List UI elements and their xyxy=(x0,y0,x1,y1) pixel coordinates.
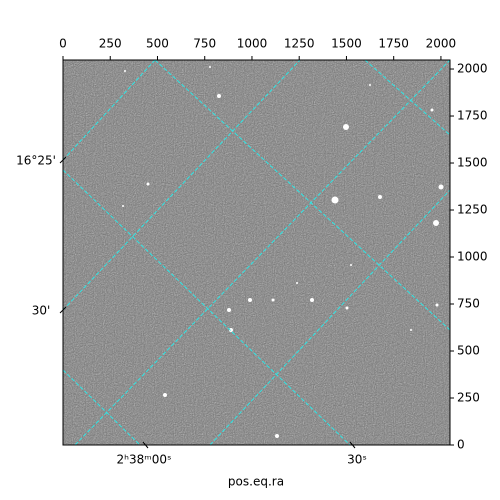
stars xyxy=(122,66,444,438)
x-tick-label: 1500 xyxy=(331,37,362,51)
dec-tick-label: 16°25' xyxy=(16,154,56,168)
wcs-ticks xyxy=(59,156,356,449)
x-tick-label: 500 xyxy=(146,37,169,51)
ra-tick-label: 30ˢ xyxy=(347,453,367,467)
ra-tick-label: 2ʰ38ᵐ00ˢ xyxy=(117,453,172,467)
y-tick-label: 250 xyxy=(457,391,480,405)
y-tick-label: 1750 xyxy=(457,109,488,123)
x-tick-label: 250 xyxy=(99,37,122,51)
x-tick-label: 750 xyxy=(193,37,216,51)
y-tick-label: 1500 xyxy=(457,156,488,170)
image xyxy=(63,60,450,445)
x-tick-label: 0 xyxy=(59,37,67,51)
frame xyxy=(62,59,451,446)
y-tick-label: 1250 xyxy=(457,203,488,217)
x-tick-label: 1250 xyxy=(284,37,315,51)
x-tick-label: 1750 xyxy=(378,37,409,51)
y-tick-label: 1000 xyxy=(457,250,488,264)
y-tick-label: 500 xyxy=(457,344,480,358)
y-tick-label: 750 xyxy=(457,297,480,311)
x-tick-label: 1000 xyxy=(237,37,268,51)
y-tick-label: 0 xyxy=(457,438,465,452)
x-tick-label: 2000 xyxy=(426,37,457,51)
y-tick-label: 2000 xyxy=(457,62,488,76)
dec-tick-label: 30' xyxy=(32,304,51,318)
x-axis-label: pos.eq.ra xyxy=(228,475,284,489)
coordinate-grid xyxy=(63,60,450,445)
